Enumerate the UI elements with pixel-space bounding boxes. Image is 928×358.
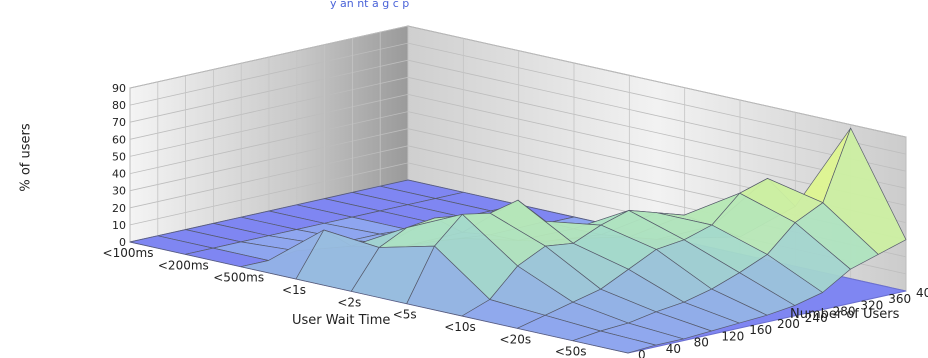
y-tick-label: 0 (119, 236, 126, 249)
y-axis-label: % of users (18, 123, 34, 192)
x-tick-label: <1s (282, 283, 306, 297)
y-tick-label: 80 (112, 99, 126, 112)
x-tick-label: <10s (444, 320, 476, 334)
z-axis-label: Number of Users (790, 307, 900, 322)
x-tick-label: <100ms (103, 246, 154, 260)
z-tick-label: 160 (749, 323, 772, 337)
y-tick-label: 50 (112, 150, 126, 163)
x-tick-label: <2s (337, 295, 361, 309)
z-tick-label: 360 (888, 292, 911, 306)
z-tick-label: 40 (666, 342, 681, 356)
y-tick-label: 30 (112, 185, 126, 198)
surface-patch (572, 330, 657, 354)
z-tick-label: 80 (694, 336, 709, 350)
z-tick-label: 280 (833, 305, 856, 319)
y-tick-label: 40 (112, 168, 126, 181)
x-tick-label: <50s (555, 345, 587, 358)
z-tick-label: 0 (638, 348, 646, 358)
z-tick-label: 320 (860, 298, 883, 312)
x-tick-label: <200ms (158, 258, 209, 272)
y-tick-label: 60 (112, 133, 126, 146)
x-axis-label: User Wait Time (292, 313, 391, 328)
z-tick-label: 400 (916, 286, 928, 300)
y-tick-label: 70 (112, 116, 126, 129)
z-tick-label: 120 (721, 329, 744, 343)
x-tick-label: <5s (393, 308, 417, 322)
y-tick-label: 90 (112, 82, 126, 95)
chart-caption: y an nt a g c p (330, 0, 410, 10)
z-tick-label: 200 (777, 317, 800, 331)
x-tick-label: <20s (500, 332, 532, 346)
z-tick-label: 240 (805, 311, 828, 325)
y-tick-label: 20 (112, 202, 126, 215)
x-tick-label: <500ms (213, 271, 264, 285)
y-tick-label: 10 (112, 219, 126, 232)
